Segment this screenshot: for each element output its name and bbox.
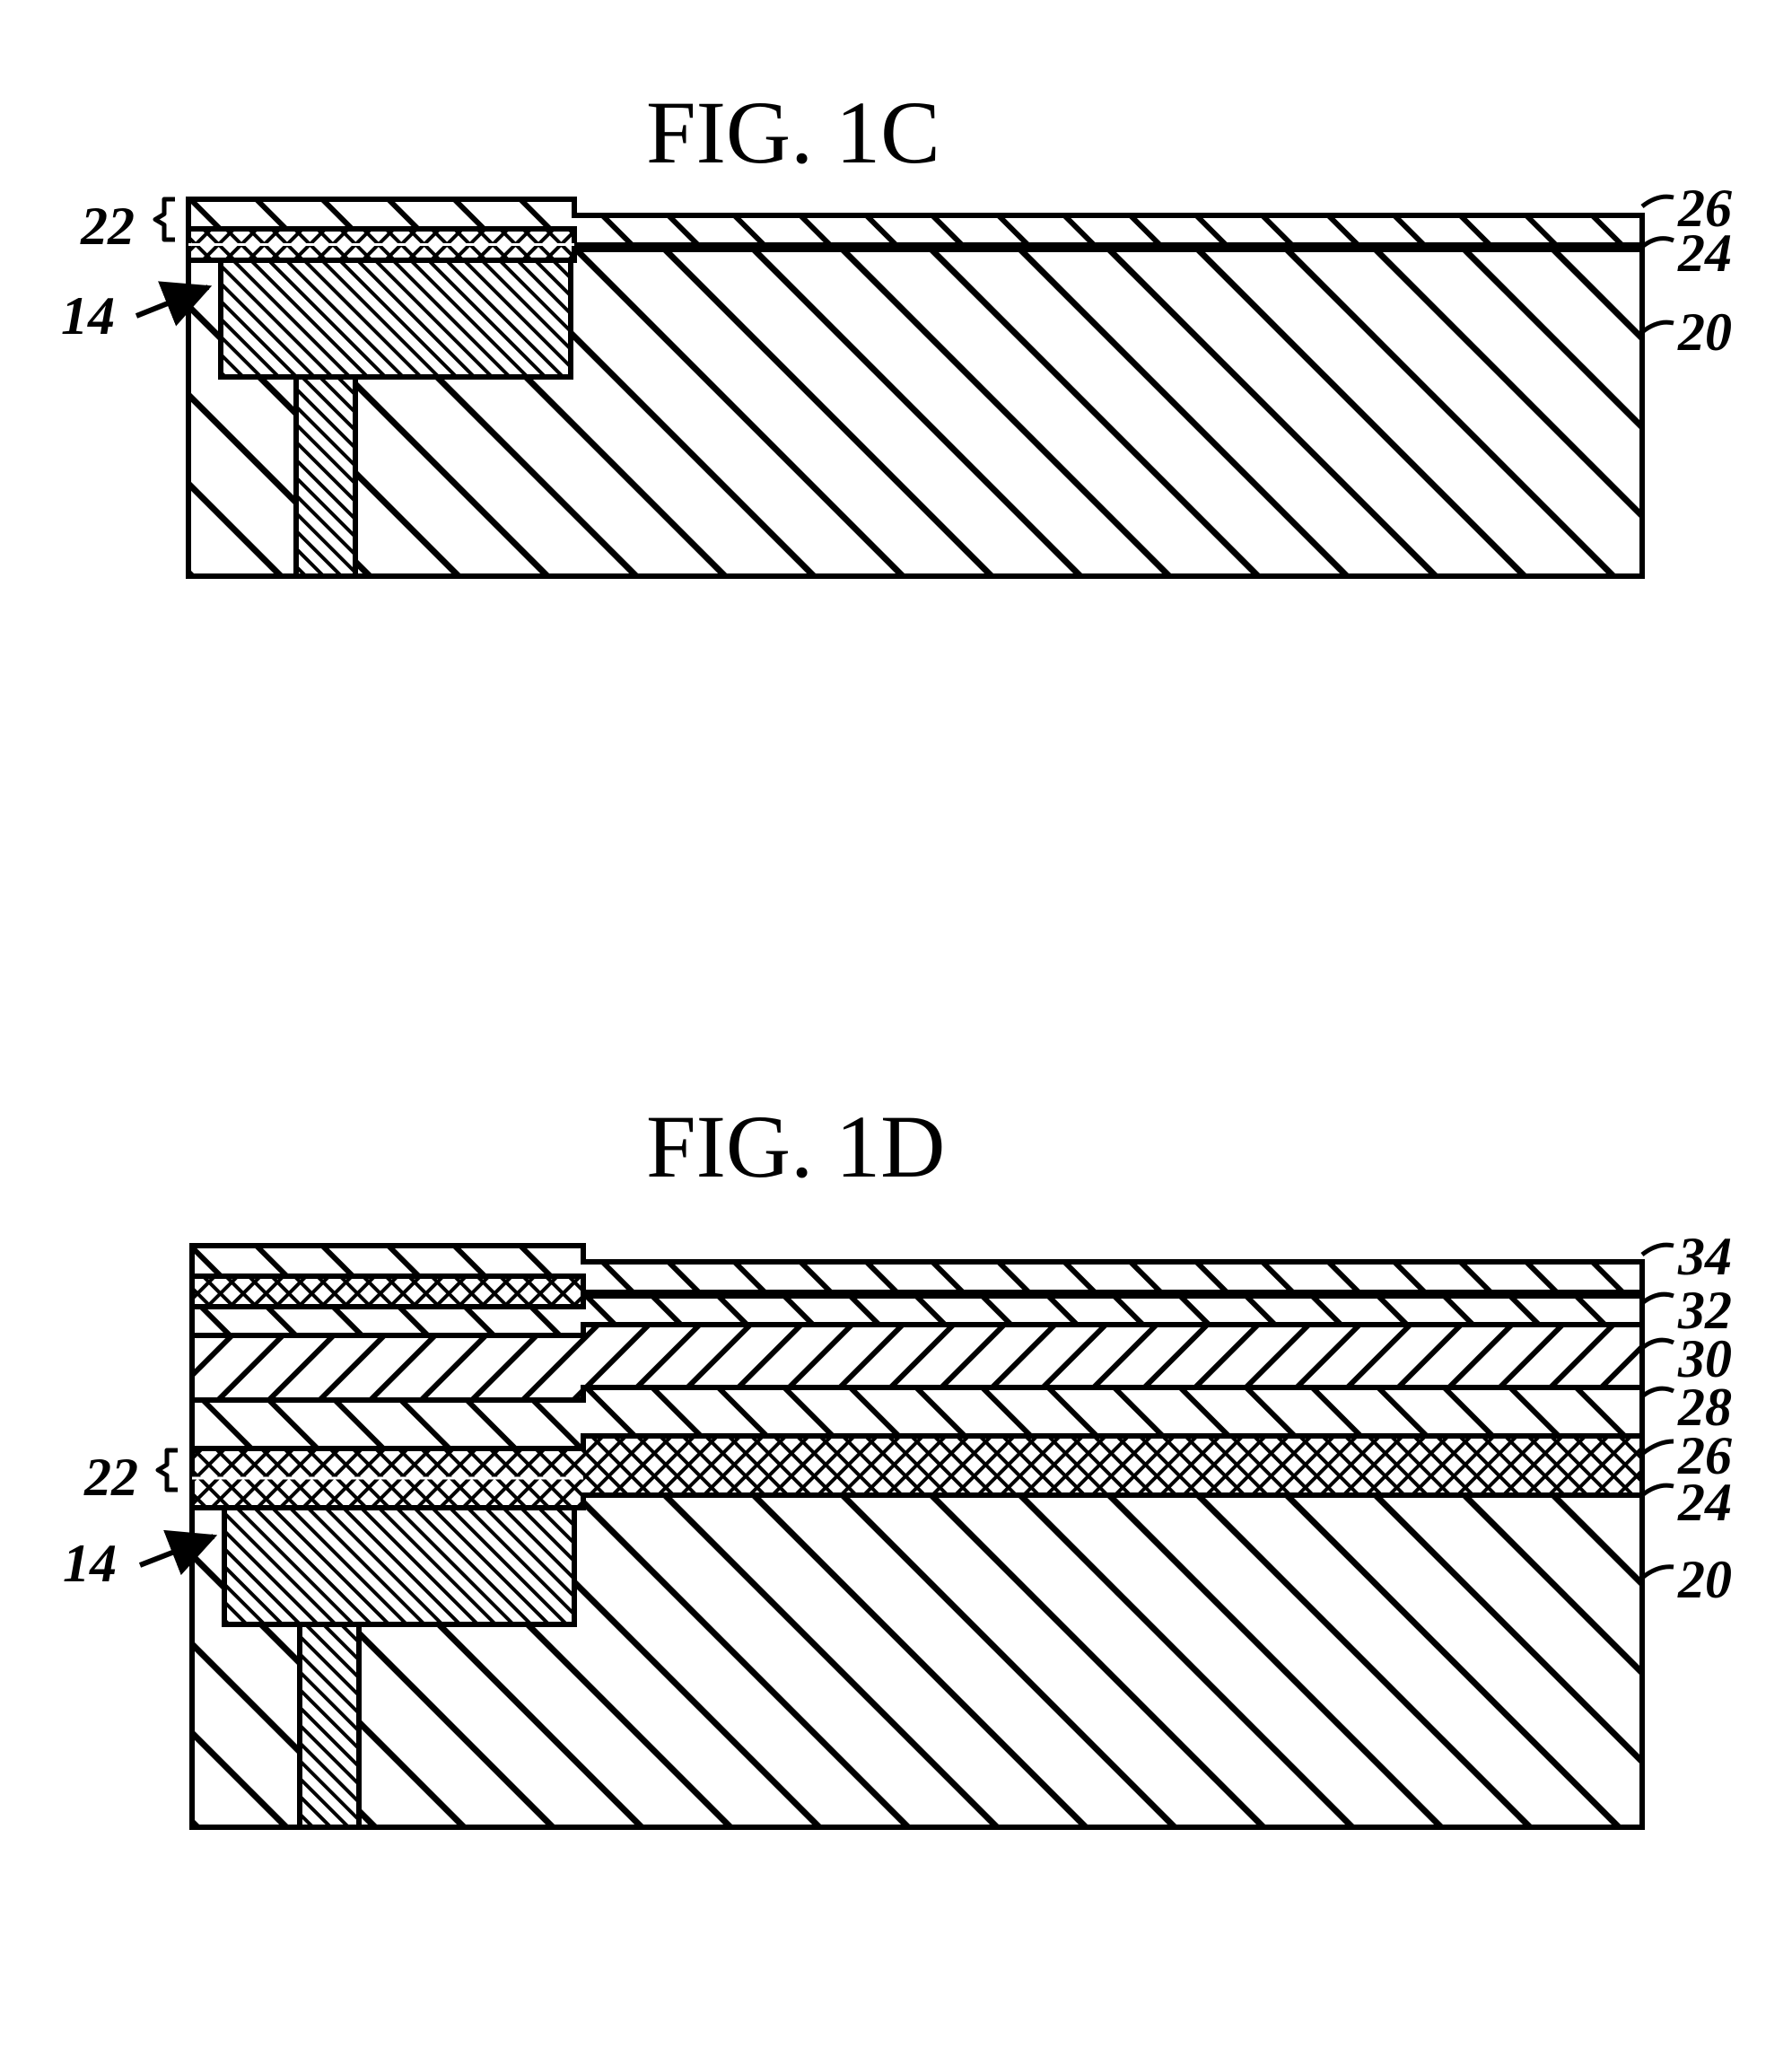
diagram-svg bbox=[0, 0, 1792, 2048]
stage: FIG. 1C FIG. 1D 221426242022143432302826… bbox=[0, 0, 1792, 2048]
figure-1c-geometry bbox=[0, 0, 1792, 1986]
